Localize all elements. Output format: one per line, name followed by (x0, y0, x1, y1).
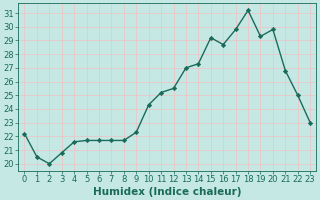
X-axis label: Humidex (Indice chaleur): Humidex (Indice chaleur) (93, 187, 242, 197)
